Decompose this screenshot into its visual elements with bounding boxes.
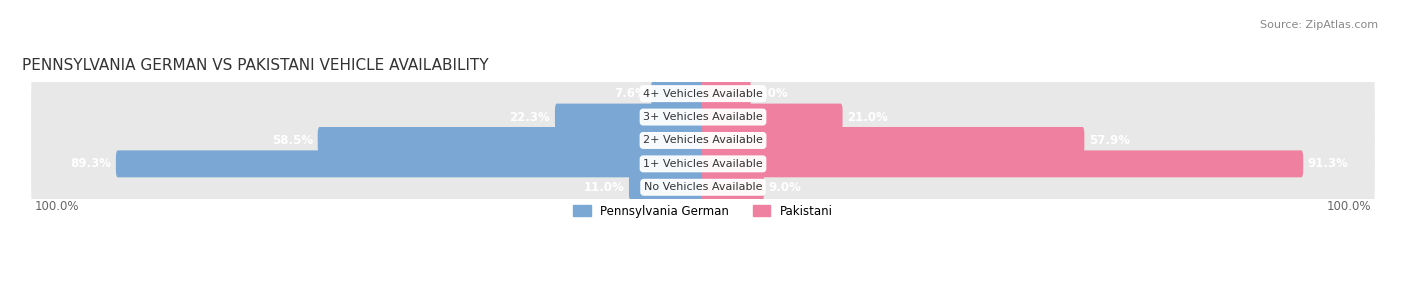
- FancyBboxPatch shape: [31, 155, 1375, 220]
- Text: 22.3%: 22.3%: [509, 111, 550, 124]
- FancyBboxPatch shape: [31, 61, 1375, 126]
- Text: 100.0%: 100.0%: [1327, 200, 1371, 213]
- FancyBboxPatch shape: [702, 174, 763, 201]
- FancyBboxPatch shape: [628, 174, 704, 201]
- Text: 58.5%: 58.5%: [271, 134, 314, 147]
- Text: 11.0%: 11.0%: [583, 181, 624, 194]
- Text: 100.0%: 100.0%: [35, 200, 79, 213]
- FancyBboxPatch shape: [702, 80, 751, 107]
- FancyBboxPatch shape: [702, 150, 1303, 177]
- FancyBboxPatch shape: [31, 85, 1375, 149]
- Legend: Pennsylvania German, Pakistani: Pennsylvania German, Pakistani: [568, 200, 838, 222]
- FancyBboxPatch shape: [702, 127, 1084, 154]
- FancyBboxPatch shape: [31, 108, 1375, 173]
- Text: 7.6%: 7.6%: [614, 87, 647, 100]
- FancyBboxPatch shape: [555, 104, 704, 130]
- Text: 89.3%: 89.3%: [70, 157, 111, 170]
- Text: 57.9%: 57.9%: [1088, 134, 1130, 147]
- FancyBboxPatch shape: [318, 127, 704, 154]
- Text: 4+ Vehicles Available: 4+ Vehicles Available: [643, 89, 763, 99]
- Text: 1+ Vehicles Available: 1+ Vehicles Available: [643, 159, 763, 169]
- Text: 91.3%: 91.3%: [1308, 157, 1348, 170]
- Text: 7.0%: 7.0%: [755, 87, 787, 100]
- FancyBboxPatch shape: [651, 80, 704, 107]
- FancyBboxPatch shape: [31, 132, 1375, 196]
- Text: No Vehicles Available: No Vehicles Available: [644, 182, 762, 192]
- Text: 9.0%: 9.0%: [769, 181, 801, 194]
- FancyBboxPatch shape: [115, 150, 704, 177]
- Text: 3+ Vehicles Available: 3+ Vehicles Available: [643, 112, 763, 122]
- Text: 21.0%: 21.0%: [848, 111, 889, 124]
- Text: PENNSYLVANIA GERMAN VS PAKISTANI VEHICLE AVAILABILITY: PENNSYLVANIA GERMAN VS PAKISTANI VEHICLE…: [21, 57, 488, 73]
- Text: Source: ZipAtlas.com: Source: ZipAtlas.com: [1260, 20, 1378, 30]
- Text: 2+ Vehicles Available: 2+ Vehicles Available: [643, 136, 763, 146]
- FancyBboxPatch shape: [702, 104, 842, 130]
